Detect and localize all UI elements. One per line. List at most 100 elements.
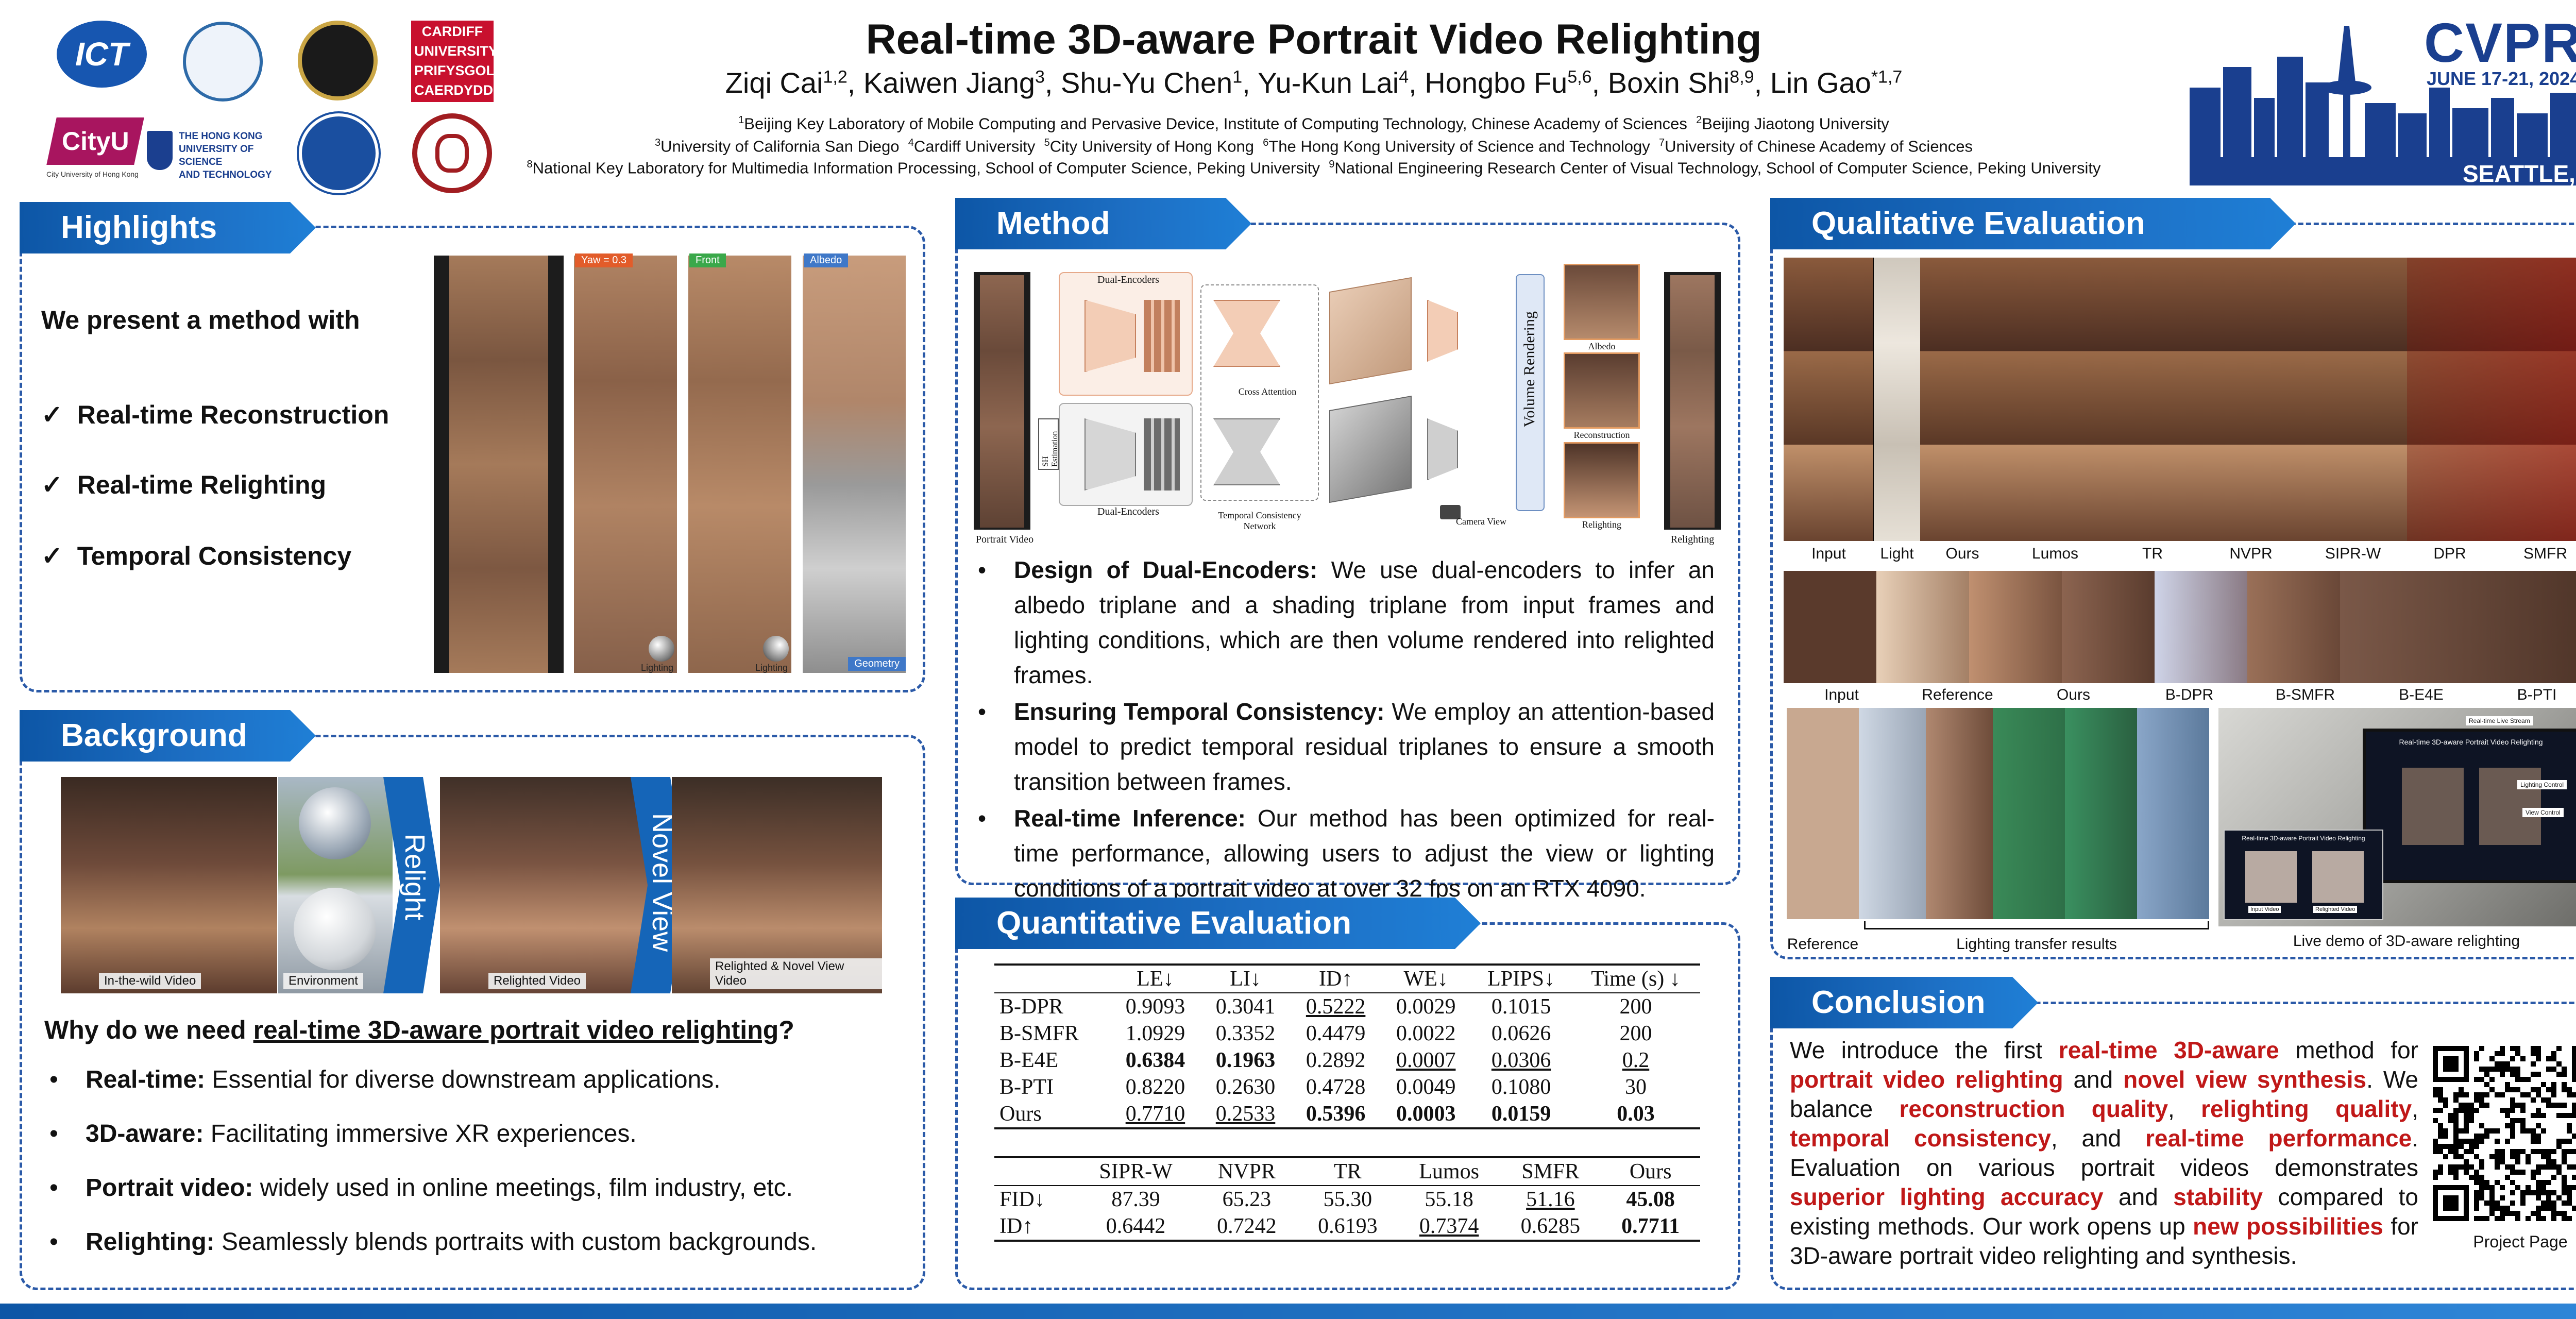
ict-logo: ICT	[57, 21, 147, 88]
transfer-label: Lighting transfer results	[1956, 936, 2117, 953]
hkust-logo: THE HONG KONG UNIVERSITY OF SCIENCE AND …	[147, 128, 291, 180]
cardiff-logo: CARDIFF UNIVERSITY PRIFYSGOL CAERDYDD	[411, 21, 498, 102]
highlights-figure: Yaw = 0.3 Lighting Front Lighting Albedo…	[434, 253, 908, 673]
highlighted-phrase: stability	[2173, 1183, 2263, 1210]
demo-callout: View Control	[2522, 808, 2564, 817]
cvpr-logo: CVPR JUNE 17-21, 2024 SEATTLE, WA	[2190, 10, 2576, 187]
conclusion-fragment: and	[2063, 1066, 2124, 1093]
table-row: B-DPR 0.9093 0.3041 0.5222 0.0029 0.1015 200	[999, 995, 1652, 1019]
lighting-transfer-grid	[1787, 708, 2209, 919]
albedo-triplane	[1329, 277, 1412, 385]
highlight-item: ✓ Temporal Consistency	[41, 542, 352, 570]
qualitative-grid-2	[1784, 571, 2576, 683]
highlights-panel	[20, 226, 925, 692]
figure-label: In-the-wild Video	[99, 973, 201, 989]
demo-monitor: Real-time 3D-aware Portrait Video Religh…	[2363, 729, 2576, 883]
albedo-output	[1564, 264, 1640, 340]
bjtu-logo	[183, 22, 263, 102]
author: Lin Gao*1,7	[1770, 66, 1903, 99]
highlighted-phrase: real-time 3D-aware	[2058, 1037, 2279, 1063]
env-sphere-icon	[294, 888, 376, 970]
lighting-sphere-icon	[649, 636, 674, 662]
poster-title: Real-time 3D-aware Portrait Video Religh…	[866, 16, 1762, 63]
highlighted-phrase: superior lighting accuracy	[1790, 1183, 2104, 1210]
conclusion-fragment: for 3D-aware portrait video relighting a…	[1790, 1213, 2418, 1269]
background-heading: Background	[20, 710, 316, 762]
highlights-heading: Highlights	[20, 202, 316, 253]
conclusion-fragment: and	[2103, 1183, 2174, 1210]
environment-map: Environment	[278, 777, 393, 993]
conclusion-fragment: . Evaluation on various portrait videos …	[1790, 1125, 2418, 1181]
bullet-item: • 3D-aware: Facilitating immersive XR exp…	[49, 1120, 637, 1147]
in-the-wild-video: In-the-wild Video	[61, 777, 277, 993]
author: Kaiwen Jiang3	[863, 66, 1045, 99]
conclusion-fragment: We introduce the first	[1790, 1037, 2059, 1063]
background-question: Why do we need real-time 3D-aware portra…	[44, 1016, 794, 1044]
ucsd-seal-logo	[298, 21, 378, 100]
table-row: FID↓ 87.39 65.23 55.30 55.18 51.16 45.08	[999, 1188, 1675, 1211]
figure-label: Relighted Video	[488, 973, 586, 989]
diagram-label: Portrait Video	[975, 534, 1034, 545]
highlighted-phrase: relighting quality	[2201, 1095, 2412, 1122]
conclusion-fragment: . We balance	[1790, 1066, 2418, 1122]
author: Boxin Shi8,9	[1607, 66, 1754, 99]
front-column: Front Lighting	[688, 253, 791, 673]
qr-code-graphic	[2433, 1046, 2576, 1221]
bullet-item: • Ensuring Temporal Consistency: We emplo…	[978, 698, 1715, 795]
live-demo-photo: Real-time 3D-aware Portrait Video Religh…	[2218, 708, 2576, 926]
decoder-da	[1427, 300, 1458, 362]
footer-bar	[0, 1304, 2576, 1319]
sh-estimation-box: SH Estimation	[1038, 418, 1059, 470]
table-row: B-PTI 0.8220 0.2630 0.4728 0.0049 0.1080 30	[999, 1075, 1647, 1099]
qualitative-grid-1	[1784, 258, 2576, 541]
demo-callout: Real-time Live Stream	[2466, 716, 2533, 725]
pku-logo	[412, 113, 492, 193]
author: Yu-Kun Lai4	[1258, 66, 1409, 99]
highlighted-phrase: temporal consistency	[1790, 1125, 2051, 1152]
conclusion-text: We introduce the first real-time 3D-awar…	[1790, 1036, 2418, 1271]
highlighted-phrase: new possibilities	[2193, 1213, 2383, 1240]
highlighted-phrase: novel view synthesis	[2123, 1066, 2367, 1093]
affiliation-line-2: 3University of California San Diego 4Car…	[654, 137, 1973, 156]
background-figure: In-the-wild Video Environment Relight Re…	[61, 777, 882, 993]
figure-tag: Geometry	[848, 657, 906, 671]
camera-icon	[1440, 505, 1461, 519]
qr-caption: Project Page	[2473, 1232, 2568, 1251]
demo-label: Live demo of 3D-aware relighting	[2293, 933, 2520, 950]
cityu-logo: CityU City University of Hong Kong	[46, 117, 144, 184]
demo-inset: Real-time 3D-aware Portrait Video Religh…	[2224, 830, 2383, 920]
cvpr-dates: JUNE 17-21, 2024	[2427, 68, 2576, 89]
tcn-region	[1200, 284, 1319, 501]
bullet-item: • Real-time Inference: Our method has bee…	[978, 805, 1715, 902]
lighting-sphere-icon	[763, 636, 789, 662]
relighting-output	[1564, 442, 1640, 518]
transfer-label: Reference	[1787, 936, 1859, 953]
qualitative-row-labels-1: Input Light Ours Lumos TR NVPR SIPR-W DP…	[1811, 545, 2567, 562]
bullet-item: • Portrait video: widely used in online m…	[49, 1174, 793, 1202]
method-bullets: • Design of Dual-Encoders: We use dual-en…	[978, 552, 1715, 907]
conclusion-fragment: method for	[2279, 1037, 2418, 1063]
affiliation-line-3: 8National Key Laboratory for Multimedia …	[527, 159, 2101, 177]
background-bullets: • Real-time: Essential for diverse downst…	[49, 1062, 915, 1279]
table-row: Ours 0.7710 0.2533 0.5396 0.0003 0.0159 0.03	[999, 1102, 1655, 1126]
highlighted-phrase: reconstruction quality	[1899, 1095, 2168, 1122]
film-strip	[434, 256, 564, 673]
figure-tag: Yaw = 0.3	[575, 253, 633, 267]
bullet-item: • Relighting: Seamlessly blends portraits…	[49, 1228, 817, 1256]
diagram-label: Relighting	[1670, 534, 1715, 545]
diagram-label: Camera View	[1455, 516, 1507, 527]
figure-caption: Lighting	[641, 663, 674, 673]
albedo-column: Albedo Geometry	[803, 253, 906, 673]
highlight-item: ✓ Real-time Reconstruction	[41, 400, 389, 429]
diagram-label: Dual-Encoders	[1097, 274, 1159, 285]
bracket-line	[1864, 921, 2209, 929]
demo-callout: Lighting Control	[2517, 780, 2567, 789]
yaw-column: Yaw = 0.3 Lighting	[574, 253, 677, 673]
affiliation-line-1: 1Beijing Key Laboratory of Mobile Comput…	[738, 114, 1889, 133]
ucas-logo	[299, 113, 379, 193]
decoder-ds	[1427, 418, 1458, 480]
conclusion-panel	[1770, 1002, 2576, 1290]
method-panel	[955, 223, 1740, 885]
quantitative-table-2: SIPR-W NVPR TR Lumos SMFR Ours FID↓ 87.39…	[994, 1156, 1700, 1242]
qr-code-icon[interactable]	[2433, 1046, 2576, 1221]
